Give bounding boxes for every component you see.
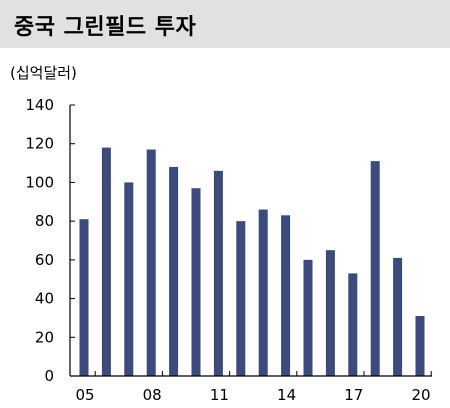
bar-09 (169, 166, 179, 376)
x-tick-label: 08 (143, 386, 162, 404)
x-tick-label: 05 (75, 386, 94, 404)
bar-06 (101, 147, 111, 376)
x-axis-ticks: 05 08 11 14 17 20 (75, 371, 432, 404)
y-axis-unit-label: (십억달러) (10, 64, 77, 82)
bar-14 (281, 215, 291, 376)
x-tick-label: 14 (277, 386, 296, 404)
bar-08 (146, 149, 156, 376)
x-tick-label: 17 (344, 386, 363, 404)
header-bar: 중국 그린필드 투자 (0, 0, 450, 48)
y-axis-ticks: 0 20 40 60 80 100 120 140 (25, 96, 75, 385)
y-tick-label: 120 (25, 135, 54, 153)
chart-title: 중국 그린필드 투자 (14, 15, 197, 40)
bar-20 (415, 315, 425, 376)
bar-07 (124, 182, 134, 376)
bar-12 (236, 221, 246, 376)
bar-15 (303, 259, 313, 376)
y-tick-label: 100 (25, 173, 54, 191)
y-tick-label: 140 (25, 96, 54, 114)
y-tick-label: 20 (35, 328, 54, 346)
y-tick-label: 0 (44, 367, 54, 385)
bar-18 (370, 161, 380, 376)
bar-05 (79, 219, 89, 376)
x-tick-label: 11 (210, 386, 229, 404)
bar-10 (191, 188, 201, 376)
bar-17 (348, 273, 358, 376)
y-tick-label: 60 (35, 251, 54, 269)
x-tick-label: 20 (411, 386, 430, 404)
y-tick-label: 80 (35, 212, 54, 230)
bar-13 (258, 209, 268, 376)
bar-16 (325, 250, 335, 376)
bars-group (79, 147, 425, 376)
bar-11 (213, 170, 223, 376)
y-tick-label: 40 (35, 290, 54, 308)
bar-19 (393, 257, 403, 376)
